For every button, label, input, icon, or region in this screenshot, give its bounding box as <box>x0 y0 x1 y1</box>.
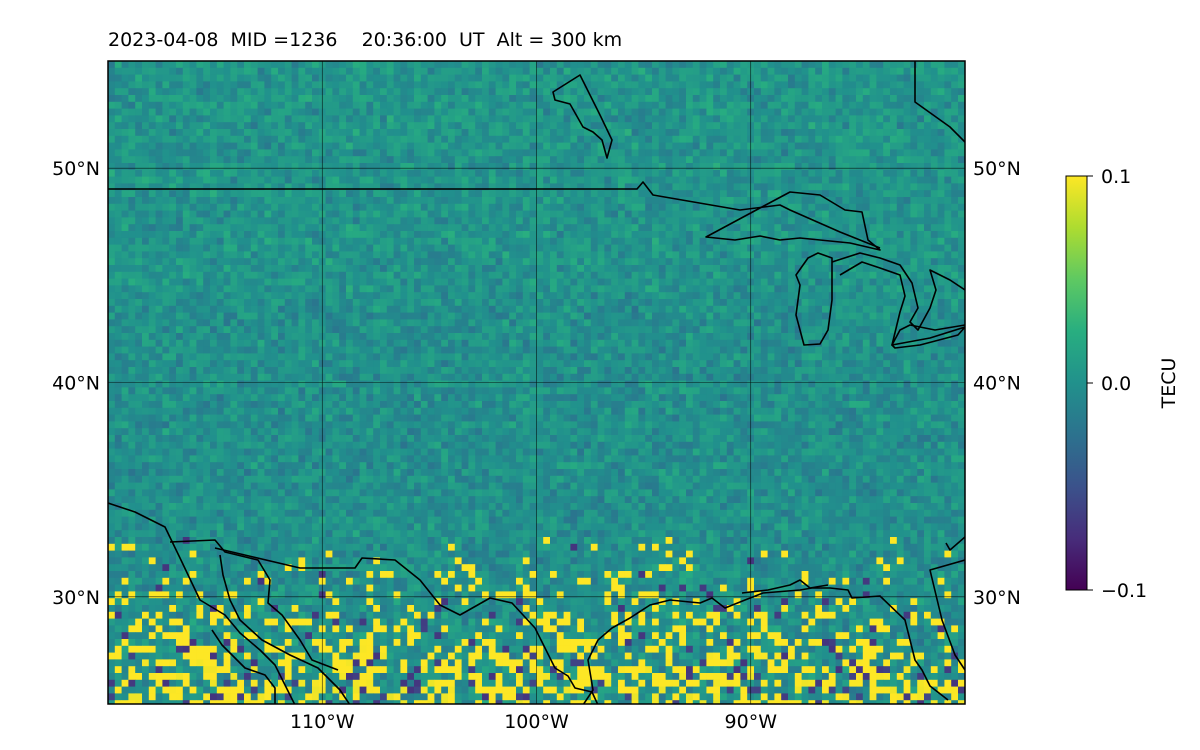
map-title: 2023-04-08 MID =1236 20:36:00 UT Alt = 3… <box>108 29 623 51</box>
colorbar-tick-label: −0.1 <box>1101 580 1147 602</box>
colorbar-gradient <box>1066 176 1087 590</box>
colorbar-ticks: 0.1 0.0 −0.1 <box>1087 166 1147 602</box>
baja-inner <box>211 629 276 704</box>
lat-tick-label-right: 30°N <box>973 587 1021 609</box>
baja-coast <box>219 554 351 704</box>
colorbar: 0.1 0.0 −0.1 TECU <box>1065 166 1180 602</box>
florida-coast <box>929 536 965 671</box>
tec-raster <box>108 61 965 704</box>
colorbar-tick-label: 0.0 <box>1101 373 1131 395</box>
coastlines <box>108 61 965 704</box>
colorbar-tick-label: 0.1 <box>1101 166 1131 188</box>
lat-tick-label-left: 40°N <box>52 373 100 395</box>
lon-tick-label: 110°W <box>290 711 355 733</box>
lake-michigan <box>795 252 833 346</box>
lat-tick-label-left: 50°N <box>52 158 100 180</box>
axis-ticks: 110°W 100°W 90°W 50°N 50°N 40°N 40°N 30°N 30°N <box>52 158 1021 733</box>
lake-erie <box>891 326 965 349</box>
lat-tick-label-right: 50°N <box>973 158 1021 180</box>
lake-huron <box>831 252 965 331</box>
gulf-coast-louisiana <box>741 579 829 594</box>
lon-tick-label: 90°W <box>725 711 778 733</box>
colorbar-label: TECU <box>1158 358 1180 410</box>
lat-tick-label-right: 40°N <box>973 373 1021 395</box>
hudson-bay-coast <box>552 74 613 159</box>
gulf-coast <box>582 587 949 704</box>
northeast-coast <box>914 61 965 143</box>
lat-tick-label-left: 30°N <box>52 587 100 609</box>
pacific-coast <box>108 502 296 704</box>
lon-tick-label: 100°W <box>504 711 569 733</box>
michigan-peninsula <box>839 261 965 346</box>
us-mexico-border <box>214 547 599 704</box>
graticule <box>108 61 965 704</box>
gulf-california <box>169 539 339 671</box>
lake-superior <box>705 191 881 251</box>
map-frame <box>107 60 966 705</box>
